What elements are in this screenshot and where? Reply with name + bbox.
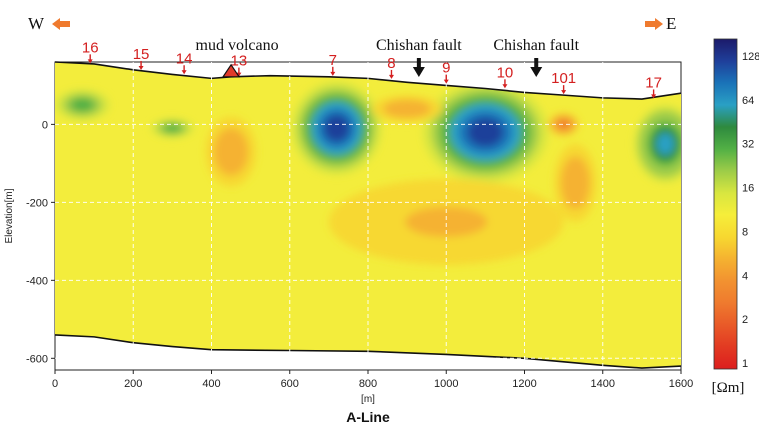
station-arrow-icon-14 (181, 70, 187, 75)
y-tick-label-0: 0 (42, 119, 48, 131)
x-tick-label-200: 200 (124, 378, 142, 390)
anomaly-1-level-5 (166, 125, 179, 132)
fault-arrow-shaft-2 (534, 58, 539, 67)
x-tick-label-800: 800 (359, 378, 377, 390)
y-axis-label: Elevation[m] (4, 188, 15, 243)
x-tick-label-1600: 1600 (669, 378, 693, 390)
x-axis-ticks: 0 200 400 600 800 1000 1200 1400 1600 (52, 370, 693, 390)
station-label-9: 9 (442, 60, 450, 77)
colorbar (713, 38, 738, 370)
x-tick-label-600: 600 (281, 378, 299, 390)
station-label-16: 16 (82, 39, 99, 56)
station-label-15: 15 (133, 46, 150, 63)
anomaly-6-level-4 (558, 120, 570, 129)
station-arrow-icon-16 (87, 59, 93, 64)
east-arrow-icon (645, 18, 663, 30)
station-label-101: 101 (551, 70, 576, 87)
direction-east-label: E (666, 14, 676, 33)
resistivity-section (55, 62, 681, 369)
x-tick-label-1000: 1000 (434, 378, 458, 390)
colorbar-label-64: 64 (742, 95, 754, 107)
chart-title: A-Line (346, 409, 390, 425)
x-tick-label-1400: 1400 (591, 378, 615, 390)
fault-arrow-icon-2 (530, 67, 543, 77)
station-arrow-icon-10 (502, 84, 508, 89)
station-label-14: 14 (176, 50, 193, 67)
colorbar-label-128: 128 (742, 51, 759, 63)
y-tick-label--200: -200 (26, 197, 48, 209)
station-label-13: 13 (231, 53, 248, 70)
station-arrow-icon-101 (561, 90, 567, 95)
annotation-label-0: mud volcano (196, 37, 279, 54)
station-arrow-icon-8 (388, 74, 394, 79)
x-tick-label-1200: 1200 (512, 378, 536, 390)
anomaly-4-level-5 (656, 132, 675, 155)
station-arrow-icon-17 (651, 94, 657, 99)
colorbar-labels: 128 64 32 16 8 4 2 1 (742, 51, 759, 370)
y-tick-label--600: -600 (26, 353, 48, 365)
station-arrow-icon-15 (138, 65, 144, 70)
colorbar-label-32: 32 (742, 139, 754, 151)
grid-lines (55, 62, 681, 370)
y-axis-ticks: 0 -200 -400 -600 (26, 119, 55, 365)
anomaly-5-level-4 (222, 139, 240, 164)
anomaly-7-level-4 (394, 104, 420, 114)
fault-arrow-icon-1 (412, 67, 425, 77)
anomaly-3-level-5 (467, 117, 503, 147)
colorbar-label-4: 4 (742, 270, 748, 282)
annotation-label-2: Chishan fault (493, 37, 579, 54)
anomaly-2-level-5 (324, 115, 350, 142)
mud-volcano-triangle-icon (221, 63, 241, 78)
anomaly-0-level-5 (74, 100, 91, 110)
station-arrow-icon-9 (443, 79, 449, 84)
annotation-label-1: Chishan fault (376, 37, 462, 54)
anomaly-9-level-4 (405, 206, 488, 237)
colorbar-label-16: 16 (742, 183, 754, 195)
fault-arrow-shaft-1 (416, 58, 421, 67)
station-arrow-icon-13 (236, 72, 242, 77)
station-label-7: 7 (329, 52, 337, 69)
direction-west-label: W (28, 14, 45, 33)
anomaly-8-level-4 (567, 169, 583, 197)
stations: 16 15 14 13 7 8 9 10 101 17 (82, 39, 662, 99)
colorbar-unit: [Ωm] (712, 380, 745, 396)
annotations: mud volcano Chishan fault Chishan fault (196, 37, 580, 78)
x-axis-label: [m] (361, 394, 375, 405)
colorbar-label-1: 1 (742, 358, 748, 370)
colorbar-label-8: 8 (742, 226, 748, 238)
x-tick-label-0: 0 (52, 378, 58, 390)
station-label-8: 8 (387, 55, 395, 72)
west-arrow-icon (52, 18, 70, 30)
y-tick-label--400: -400 (26, 275, 48, 287)
colorbar-label-2: 2 (742, 314, 748, 326)
station-arrow-icon-7 (330, 71, 336, 76)
station-label-10: 10 (497, 64, 514, 81)
bottom-line (54, 334, 682, 369)
x-tick-label-400: 400 (202, 378, 220, 390)
station-label-17: 17 (645, 74, 662, 91)
anomaly-layer (55, 81, 681, 265)
